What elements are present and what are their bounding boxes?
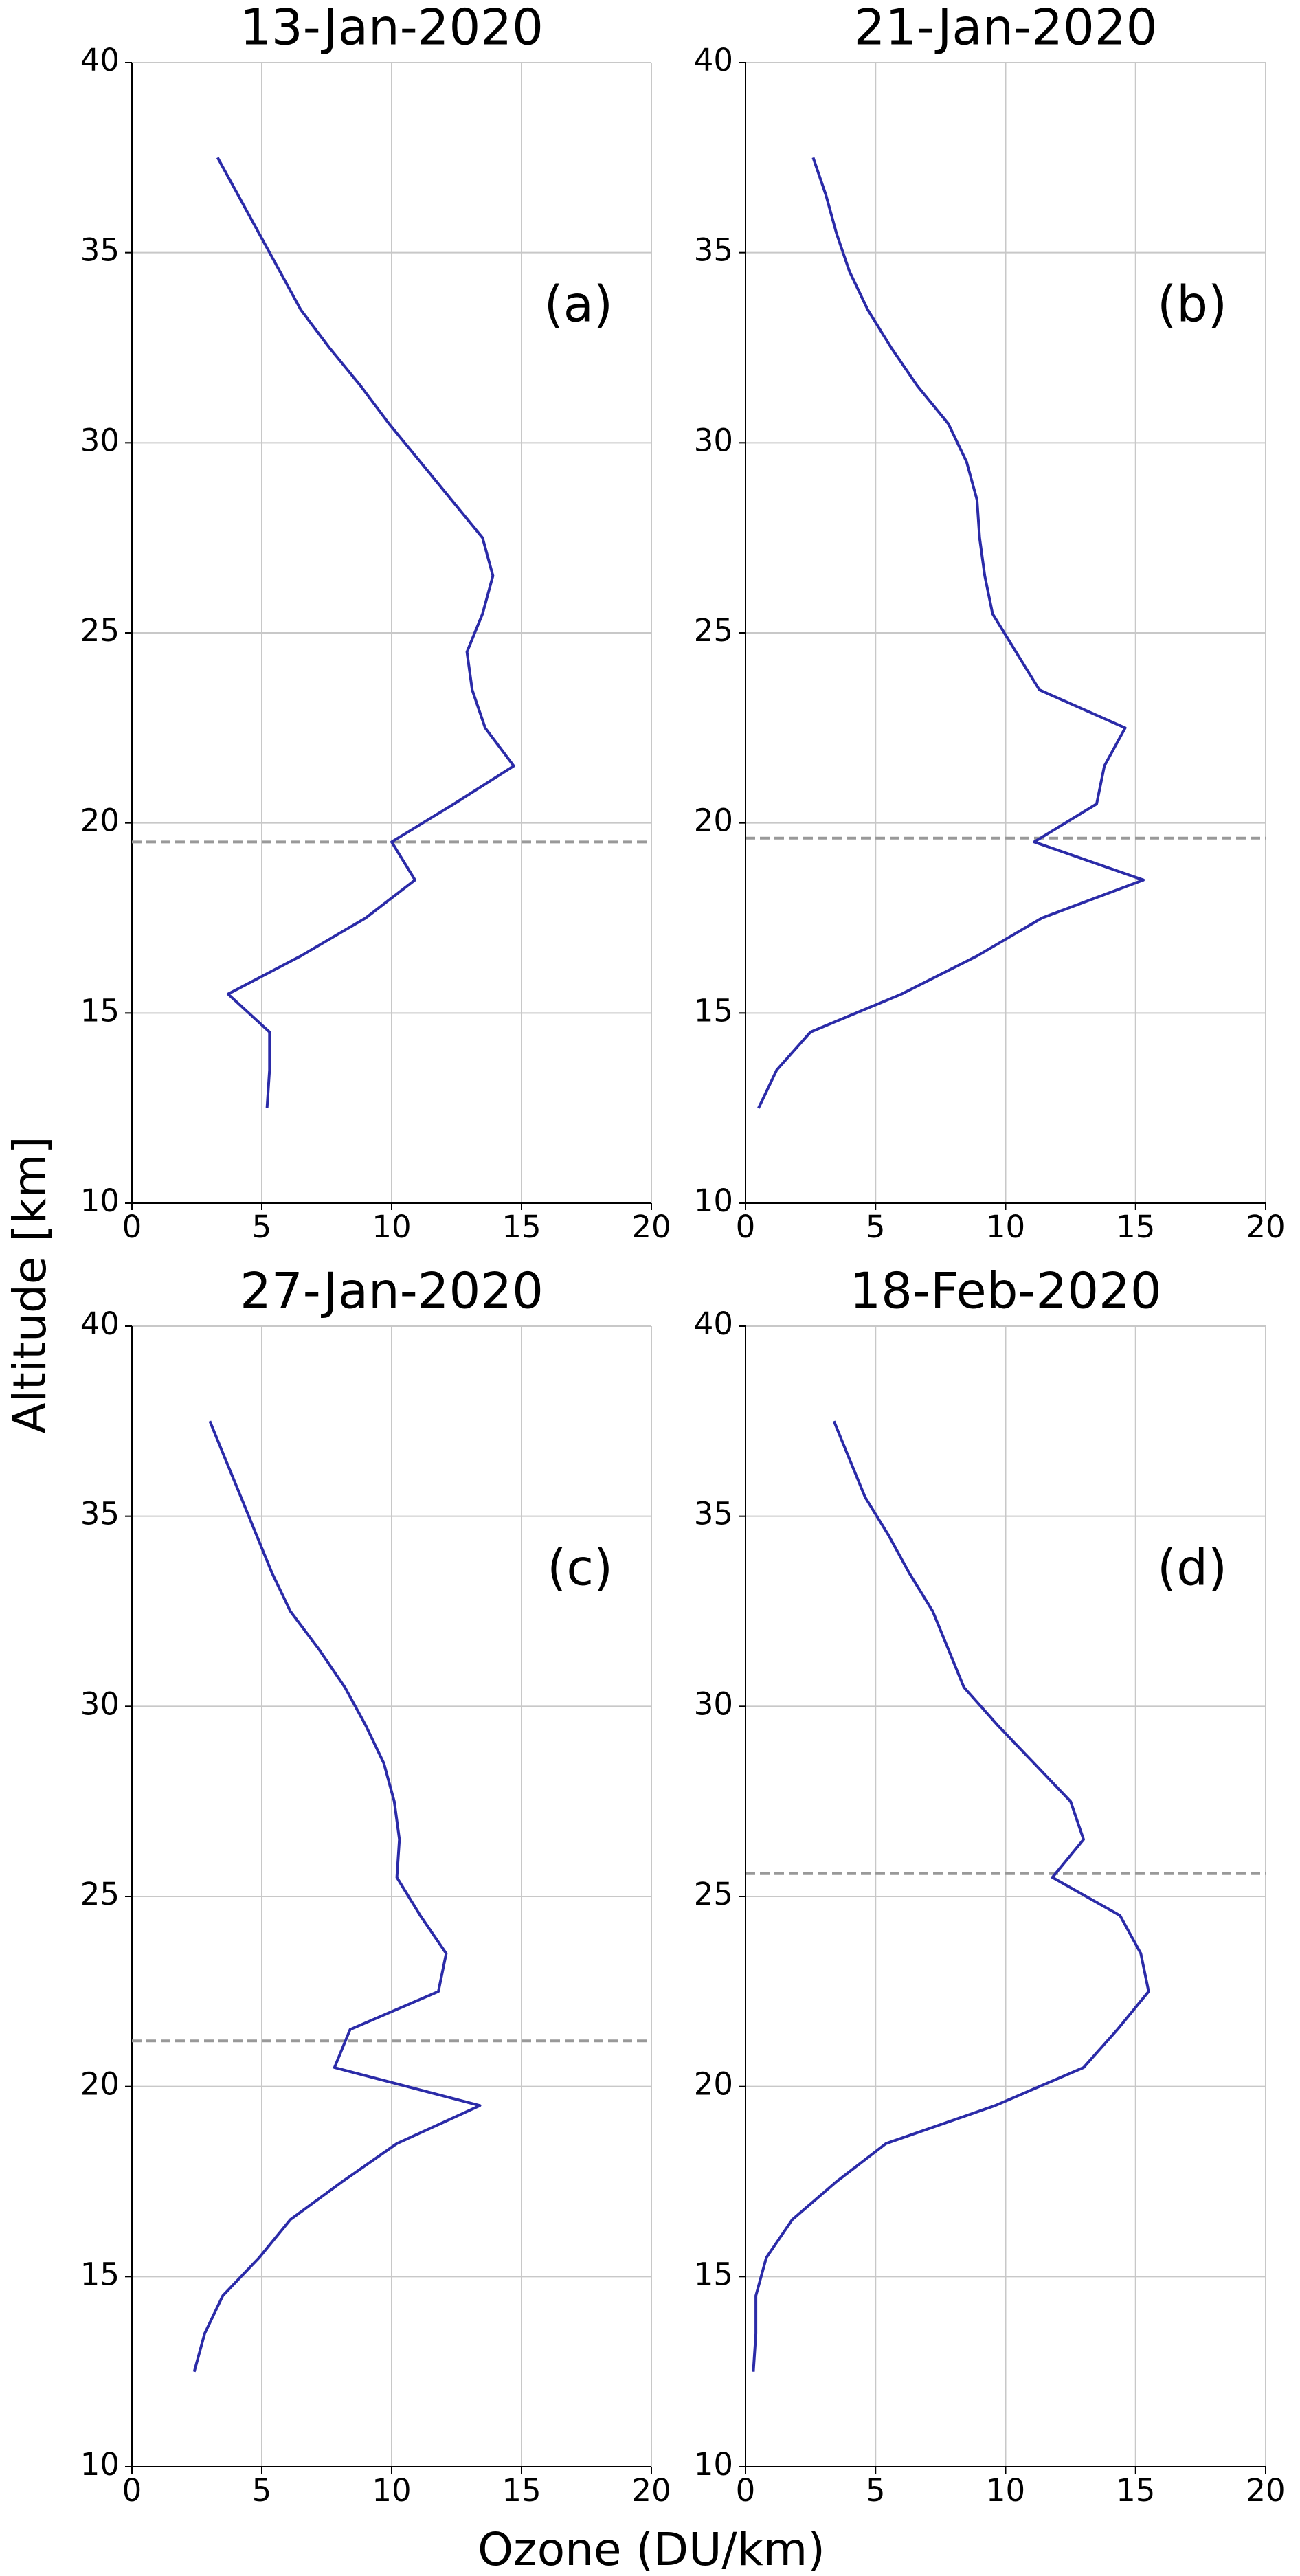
x-tick-label: 10: [986, 2472, 1025, 2509]
chart-title: 13-Jan-2020: [240, 0, 543, 56]
x-tick-label: 10: [372, 1209, 411, 1245]
x-tick-label: 15: [502, 2472, 541, 2509]
y-tick-label: 20: [694, 803, 733, 839]
y-tick-label: 30: [694, 422, 733, 458]
y-tick-label: 20: [80, 803, 120, 839]
x-tick-label: 0: [736, 1209, 756, 1245]
y-tick-label: 35: [694, 1496, 733, 1532]
x-tick-label: 20: [1246, 1209, 1285, 1245]
x-tick-label: 20: [631, 2472, 671, 2509]
y-tick-label: 35: [80, 1496, 120, 1532]
y-tick-label: 10: [694, 2446, 733, 2483]
y-axis-label: Altitude [km]: [3, 1136, 56, 1434]
panel-label: (c): [547, 1539, 613, 1597]
y-tick-label: 35: [694, 232, 733, 269]
panel-label: (b): [1157, 276, 1227, 333]
y-tick-label: 10: [694, 1183, 733, 1219]
y-tick-label: 30: [694, 1685, 733, 1722]
x-tick-label: 0: [122, 2472, 142, 2509]
x-tick-label: 20: [631, 1209, 671, 1245]
y-tick-label: 25: [80, 612, 120, 649]
ozone-profile: [192, 1420, 482, 2373]
panel-label: (d): [1157, 1539, 1227, 1597]
x-tick-label: 20: [1246, 2472, 1285, 2509]
y-tick-label: 15: [80, 2256, 120, 2292]
x-tick-label: 15: [1116, 1209, 1155, 1245]
x-tick-label: 5: [252, 2472, 272, 2509]
y-tick-label: 15: [694, 2256, 733, 2292]
chart-title: 21-Jan-2020: [854, 0, 1158, 56]
x-tick-label: 15: [502, 1209, 541, 1245]
x-tick-label: 5: [866, 1209, 886, 1245]
x-tick-label: 0: [122, 1209, 142, 1245]
y-tick-label: 25: [694, 1876, 733, 1912]
y-tick-label: 35: [80, 232, 120, 269]
y-tick-label: 25: [694, 612, 733, 649]
y-tick-label: 10: [80, 2446, 120, 2483]
chart-title: 27-Jan-2020: [240, 1262, 543, 1320]
y-tick-label: 20: [694, 2066, 733, 2103]
x-tick-label: 5: [252, 1209, 272, 1245]
y-tick-label: 40: [80, 42, 120, 78]
y-tick-label: 30: [80, 422, 120, 458]
y-tick-label: 15: [694, 992, 733, 1029]
x-tick-label: 10: [986, 1209, 1025, 1245]
y-tick-label: 10: [80, 1183, 120, 1219]
y-tick-label: 40: [694, 42, 733, 78]
y-tick-label: 20: [80, 2066, 120, 2103]
y-tick-label: 40: [80, 1306, 120, 1342]
y-tick-label: 15: [80, 992, 120, 1029]
ozone-profile: [757, 157, 1145, 1109]
y-tick-label: 40: [694, 1306, 733, 1342]
y-tick-label: 30: [80, 1685, 120, 1722]
panel-label: (a): [544, 276, 613, 333]
y-tick-label: 25: [80, 1876, 120, 1912]
ozone-profile: [216, 157, 515, 1108]
x-tick-label: 15: [1116, 2472, 1155, 2509]
x-tick-label: 0: [736, 2472, 756, 2509]
chart-title: 18-Feb-2020: [849, 1262, 1161, 1320]
ozone-profile: [752, 1420, 1150, 2372]
x-tick-label: 5: [866, 2472, 886, 2509]
x-axis-label: Ozone (DU/km): [478, 2523, 825, 2576]
x-tick-label: 10: [372, 2472, 411, 2509]
